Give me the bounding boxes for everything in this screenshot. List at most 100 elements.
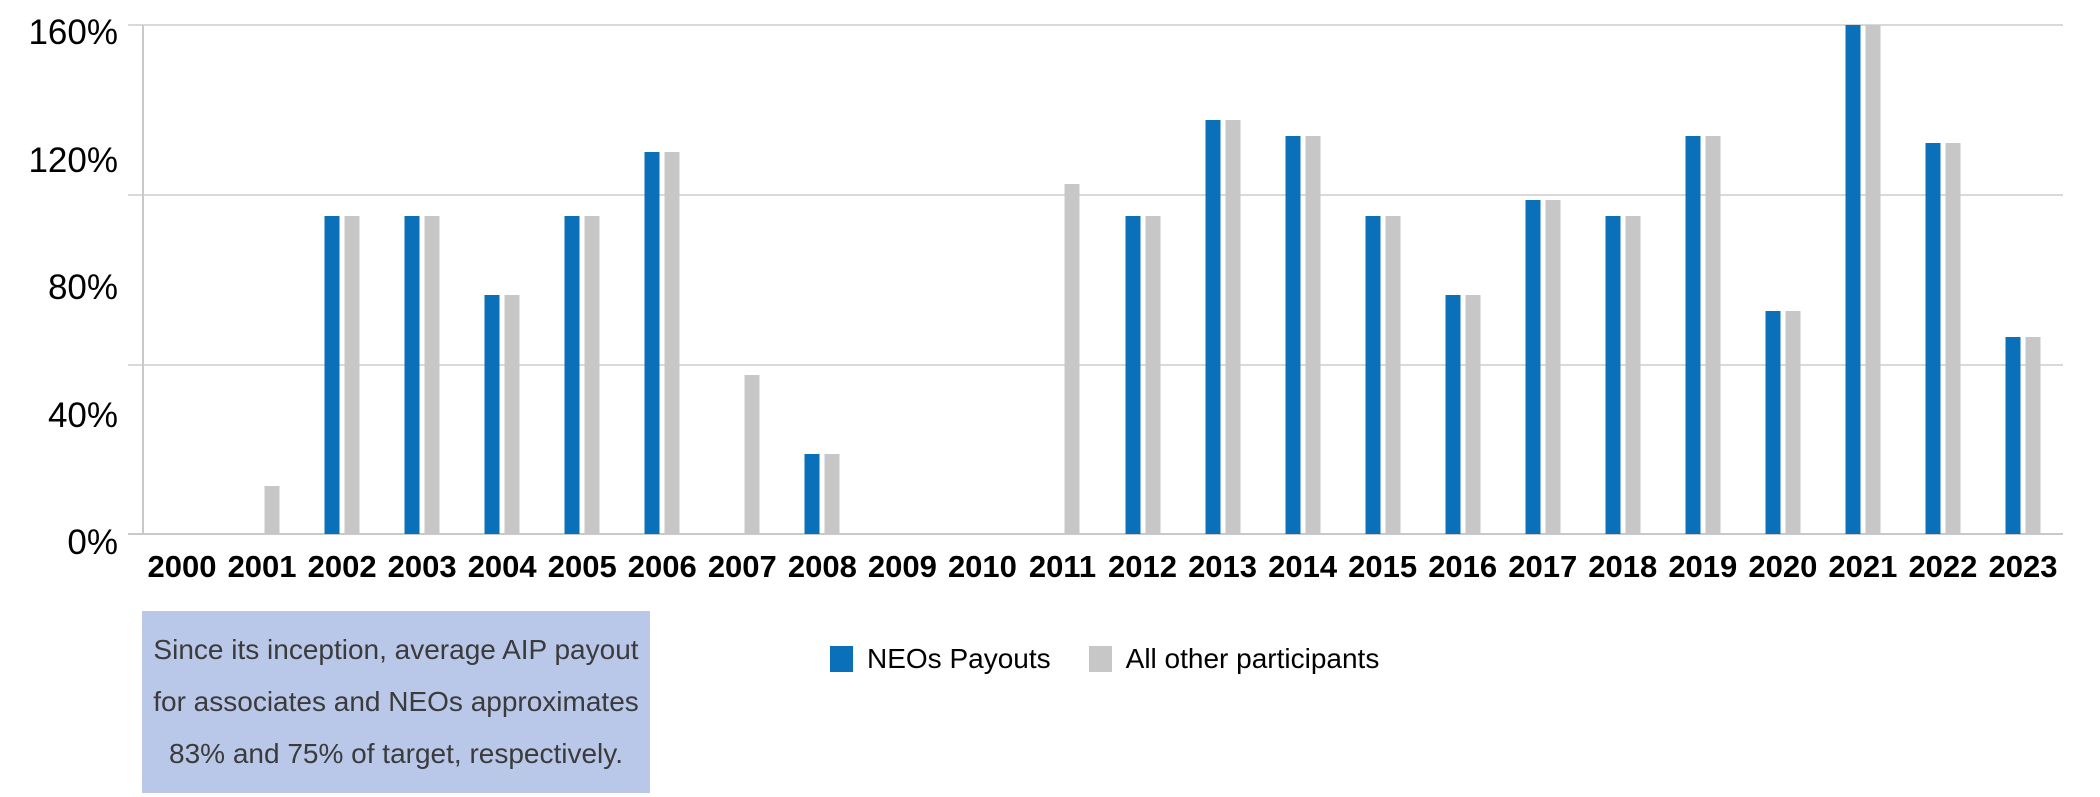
bar-group-2020: [1743, 25, 1823, 534]
y-axis-label-120: 120%: [28, 140, 118, 180]
bar-others-2014: [1305, 136, 1321, 534]
bar-pair-2003: [404, 216, 440, 534]
bar-others-2021: [1865, 25, 1881, 534]
bar-others-2001: [264, 486, 280, 534]
bar-pair-2008: [804, 454, 840, 534]
bar-others-2017: [1545, 200, 1561, 534]
bar-pair-2018: [1605, 216, 1641, 534]
bar-neos-2016: [1445, 295, 1461, 534]
y-axis-label-160: 160%: [28, 13, 118, 52]
bar-pair-2023: [2005, 337, 2041, 534]
bar-group-2018: [1583, 25, 1663, 534]
bar-group-2006: [622, 25, 702, 534]
x-axis-label-2023: 2023: [1988, 549, 2058, 584]
gridline-upper: [128, 194, 2063, 196]
bar-group-2015: [1343, 25, 1423, 534]
bar-neos-2003: [404, 216, 420, 534]
plot-area: [128, 24, 2063, 535]
bar-pair-2020: [1765, 311, 1801, 534]
bar-neos-2015: [1365, 216, 1381, 534]
bar-neos-2021: [1845, 25, 1861, 534]
x-axis-label-2012: 2012: [1108, 549, 1177, 584]
x-axis-label-2014: 2014: [1268, 549, 1338, 584]
bar-pair-2002: [324, 216, 360, 534]
bar-group-2014: [1263, 25, 1343, 534]
bar-neos-2020: [1765, 311, 1781, 534]
x-axis-label-2016: 2016: [1428, 549, 1498, 584]
bar-neos-2017: [1525, 200, 1541, 534]
gridline-160: [128, 24, 2063, 26]
x-axis-label-2007: 2007: [707, 549, 777, 584]
bar-pair-2013: [1205, 120, 1241, 534]
x-axis-label-2015: 2015: [1348, 549, 1418, 584]
x-axis-label-2010: 2010: [947, 549, 1017, 584]
bar-pair-2005: [564, 216, 600, 534]
bar-others-2004: [504, 295, 520, 534]
x-axis-label-2008: 2008: [787, 549, 857, 584]
bar-group-2017: [1503, 25, 1583, 534]
x-axis-label-2011: 2011: [1028, 549, 1097, 584]
bar-group-2001: [222, 25, 302, 534]
bar-pair-2011: [1045, 184, 1080, 534]
bar-others-2015: [1385, 216, 1401, 534]
bar-groups: [142, 25, 2063, 534]
bar-pair-2022: [1925, 143, 1961, 534]
x-axis-label-2021: 2021: [1828, 549, 1898, 584]
bar-group-2008: [782, 25, 862, 534]
x-axis-label-2022: 2022: [1908, 549, 1978, 584]
bar-pair-2021: [1845, 25, 1881, 534]
x-axis-label-2020: 2020: [1748, 549, 1818, 584]
bar-group-2010: [942, 25, 1022, 534]
bar-group-2021: [1823, 25, 1903, 534]
x-axis-label-2018: 2018: [1588, 549, 1658, 584]
bar-group-2004: [462, 25, 542, 534]
bar-others-2006: [664, 152, 680, 534]
x-axis-label-2002: 2002: [307, 549, 377, 584]
bar-group-2005: [542, 25, 622, 534]
x-axis-line: [128, 533, 2063, 535]
bar-pair-2006: [644, 152, 680, 534]
bar-others-2007: [744, 375, 760, 534]
bar-neos-2006: [644, 152, 660, 534]
x-axis-label-2003: 2003: [387, 549, 457, 584]
x-axis-label-2019: 2019: [1668, 549, 1738, 584]
gridline-lower: [128, 364, 2063, 366]
bar-neos-2014: [1285, 136, 1301, 534]
bar-pair-2012: [1125, 216, 1160, 534]
bar-neos-2019: [1685, 136, 1701, 534]
bar-others-2022: [1945, 143, 1961, 534]
x-axis-label-2017: 2017: [1508, 549, 1578, 584]
bar-pair-2001: [245, 486, 280, 534]
bar-others-2012: [1145, 216, 1160, 534]
bar-others-2008: [824, 454, 840, 534]
bar-group-2002: [302, 25, 382, 534]
y-axis-label-80: 80%: [47, 268, 118, 307]
bar-neos-2012: [1125, 216, 1140, 534]
bar-others-2018: [1625, 216, 1641, 534]
bar-others-2002: [344, 216, 360, 534]
legend-label-others: All other participants: [1125, 643, 1380, 674]
x-axis-label-2001: 2001: [227, 549, 297, 584]
bar-pair-2007: [725, 375, 760, 534]
legend-item-others: All other participants: [1088, 643, 1380, 674]
note-line-1: Since its inception, average AIP payout: [153, 634, 639, 665]
bar-others-2011: [1064, 184, 1080, 534]
y-axis-label-40: 40%: [47, 395, 118, 435]
bar-others-2013: [1225, 120, 1241, 534]
bar-group-2023: [1983, 25, 2063, 534]
bar-others-2016: [1465, 295, 1481, 534]
x-axis-label-2000: 2000: [147, 549, 217, 584]
x-axis-label-2005: 2005: [547, 549, 617, 584]
note-line-3: 83% and 75% of target, respectively.: [169, 738, 623, 769]
x-axis-labels: 2000 2001 2002 2003 2004 2005 2006 2007 2008 2009…: [142, 549, 2063, 585]
bar-group-2011: [1022, 25, 1102, 534]
bar-group-2012: [1102, 25, 1182, 534]
bar-group-2003: [382, 25, 462, 534]
legend-swatch-others: [1088, 646, 1112, 672]
bar-group-2013: [1183, 25, 1263, 534]
y-axis-label-0: 0%: [67, 523, 118, 562]
bar-group-2022: [1903, 25, 1983, 534]
bar-group-2019: [1663, 25, 1743, 534]
bar-others-2020: [1785, 311, 1801, 534]
